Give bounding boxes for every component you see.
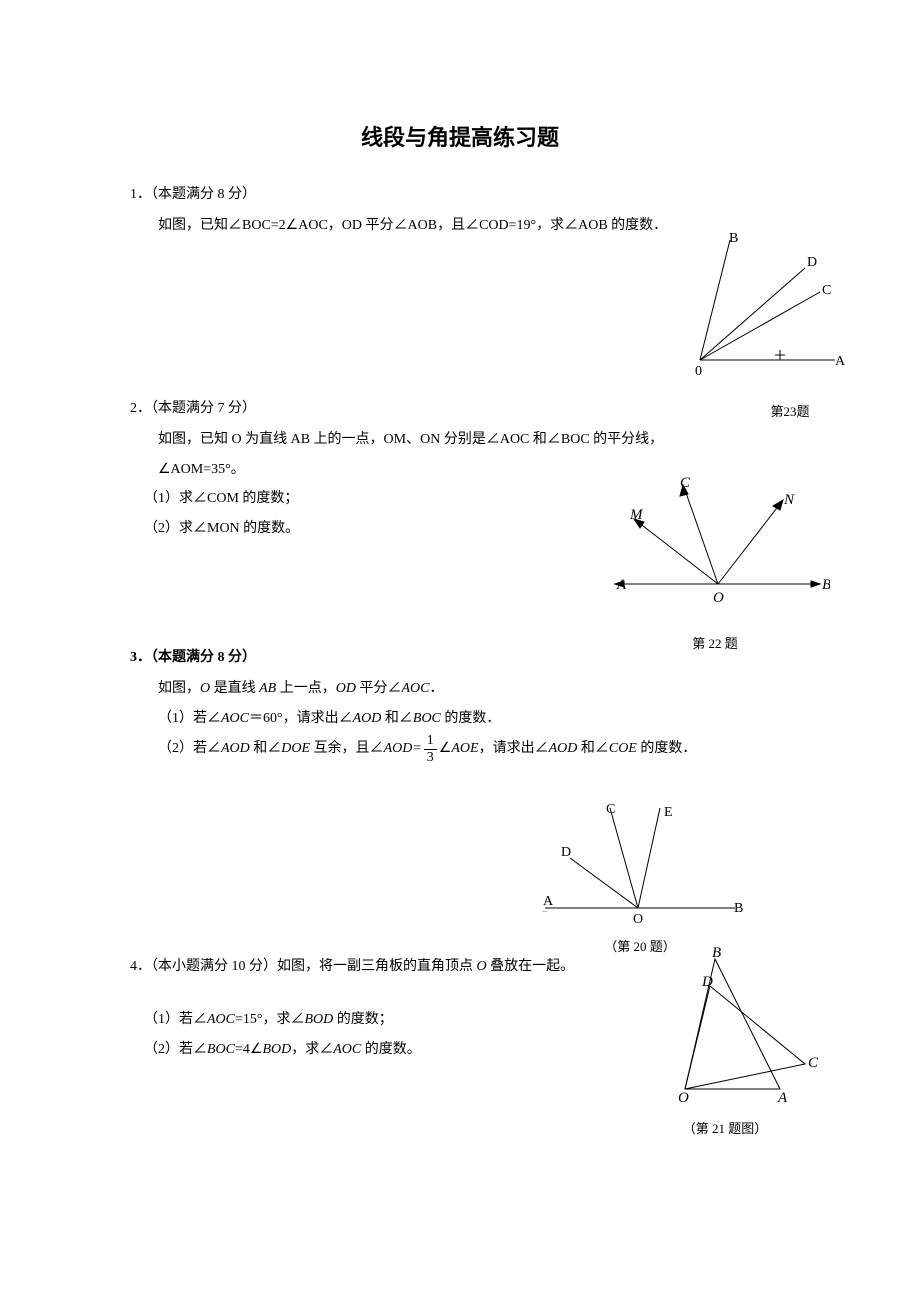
q1-svg: A C D B 0 (625, 230, 855, 405)
svg-text:C: C (606, 802, 615, 817)
q3-head: 3．（本题满分 8 分） (130, 643, 790, 672)
svg-text:B: B (712, 945, 721, 961)
q4-figure-caption: （第 21 题图） (630, 1115, 820, 1142)
svg-text:―: ― (541, 910, 548, 915)
svg-text:C: C (822, 283, 831, 298)
q3-line1: 如图，O 是直线 AB 上一点，OD 平分∠AOC． (130, 674, 790, 703)
q3-svg: A ― B O D C E (530, 798, 750, 928)
q3-sub2: （2）若∠AOD 和∠DOE 互余，且∠AOD=13∠AOE，请求出∠AOD 和… (130, 733, 790, 765)
svg-text:0: 0 (695, 364, 702, 379)
svg-text:N: N (783, 492, 795, 508)
svg-text:E: E (664, 805, 673, 820)
svg-text:B: B (729, 231, 738, 246)
svg-text:O: O (633, 912, 643, 927)
page-title: 线段与角提高练习题 (130, 120, 790, 152)
svg-text:O: O (678, 1090, 689, 1104)
svg-text:B: B (822, 577, 830, 593)
q1-head: 1．（本题满分 8 分） (130, 180, 790, 209)
q2-svg: A B O M C N (600, 474, 830, 619)
question-4: 4．（本小题满分 10 分）如图，将一副三角板的直角顶点 O 叠放在一起。 （1… (130, 952, 790, 1132)
svg-text:D: D (561, 845, 571, 860)
svg-text:D: D (807, 255, 817, 270)
svg-text:B: B (734, 901, 743, 916)
question-2: 2．（本题满分 7 分） 如图，已知 O 为直线 AB 上的一点，OM、ON 分… (130, 394, 790, 629)
svg-text:C: C (808, 1055, 819, 1071)
svg-text:A: A (835, 354, 846, 369)
q3-figure: A ― B O D C E （第 20 题） (530, 798, 750, 961)
svg-text:A: A (543, 894, 554, 909)
q2-head: 2．（本题满分 7 分） (130, 394, 790, 423)
q2-line1: 如图，已知 O 为直线 AB 上的一点，OM、ON 分别是∠AOC 和∠BOC … (130, 425, 790, 454)
svg-text:M: M (629, 507, 644, 523)
svg-text:C: C (680, 475, 691, 491)
svg-text:D: D (701, 974, 713, 990)
q2-figure: A B O M C N 第 22 题 (600, 474, 830, 658)
q4-figure: O A B C D （第 21 题图） (630, 944, 820, 1143)
svg-text:O: O (713, 590, 724, 606)
question-3: 3．（本题满分 8 分） 如图，O 是直线 AB 上一点，OD 平分∠AOC． … (130, 643, 790, 938)
q3-sub1: （1）若∠AOC＝60°，请求出∠AOD 和∠BOC 的度数． (130, 704, 790, 733)
question-1: 1．（本题满分 8 分） 如图，已知∠BOC=2∠AOC，OD 平分∠AOB，且… (130, 180, 790, 380)
q4-svg: O A B C D (630, 944, 820, 1104)
svg-text:A: A (777, 1090, 788, 1104)
svg-text:A: A (616, 577, 627, 593)
